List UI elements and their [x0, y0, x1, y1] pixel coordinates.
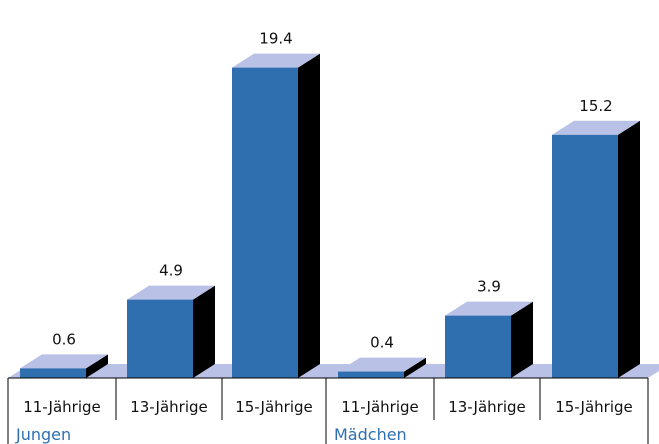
bar-front: [338, 371, 404, 378]
bar-front: [445, 315, 511, 378]
bar-side: [193, 285, 215, 378]
bar-top: [232, 53, 320, 68]
category-label: 13-Jährige: [130, 398, 208, 416]
bar-front: [552, 134, 618, 378]
data-label: 0.4: [370, 334, 394, 352]
labels: 0.6 4.9 19.4 0.4 3.9 15.2 11-Jährige 13-Jährige…: [15, 30, 633, 444]
data-label: 0.6: [52, 330, 76, 348]
bar-front: [20, 368, 86, 378]
bar-side: [618, 120, 640, 379]
data-label: 4.9: [159, 262, 183, 280]
bar-0-0: [20, 354, 108, 378]
group-label: Mädchen: [334, 425, 407, 444]
bar-1-1: [445, 301, 533, 378]
group-label: Jungen: [15, 425, 71, 444]
bar-1-2: [552, 120, 640, 379]
bar-side: [298, 53, 320, 378]
category-label: 15-Jährige: [555, 398, 633, 416]
bar-front: [232, 67, 298, 378]
data-label: 3.9: [477, 278, 501, 296]
category-label: 15-Jährige: [235, 398, 313, 416]
bar-side: [86, 354, 108, 378]
data-label: 19.4: [259, 30, 292, 48]
bar-top: [127, 285, 215, 300]
bar-1-0: [338, 357, 426, 378]
bar-top: [338, 357, 426, 372]
bar-0-1: [127, 285, 215, 378]
category-label: 13-Jährige: [448, 398, 526, 416]
category-label: 11-Jährige: [23, 398, 101, 416]
bar-top: [552, 120, 640, 135]
bar-front: [127, 299, 193, 378]
bar-0-2: [232, 53, 320, 378]
bar-top: [445, 301, 533, 316]
bars: [20, 53, 640, 379]
category-axis: [7, 377, 649, 444]
category-label: 11-Jährige: [341, 398, 419, 416]
bar-side: [511, 301, 533, 378]
bar-top: [20, 354, 108, 369]
data-label: 15.2: [579, 97, 612, 115]
bar-side: [404, 357, 426, 378]
